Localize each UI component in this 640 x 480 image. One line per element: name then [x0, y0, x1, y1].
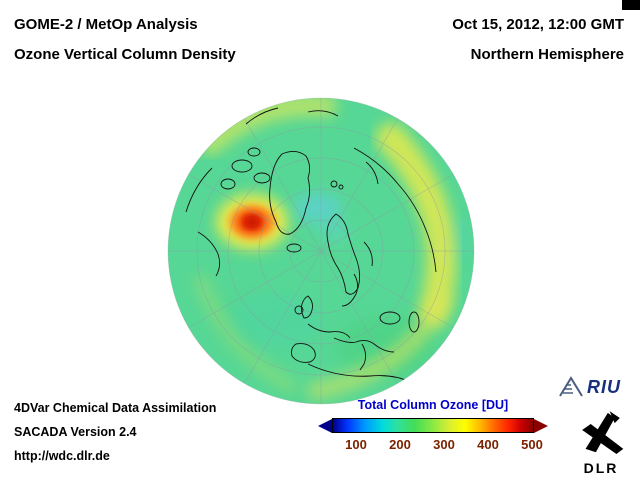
credit-line3: http://wdc.dlr.de — [14, 449, 110, 463]
riu-logo-text: RIU — [587, 376, 621, 397]
tick-label-400: 400 — [477, 437, 499, 452]
credit-line1: 4DVar Chemical Data Assimilation — [14, 401, 217, 415]
dlr-logo-icon — [582, 411, 624, 454]
riu-logo: RIU — [558, 376, 621, 398]
graticule — [168, 98, 474, 404]
dlr-logo-text: DLR — [583, 460, 619, 476]
region-text: Northern Hemisphere — [470, 46, 624, 63]
header-left: GOME-2 / MetOp Analysis Ozone Vertical C… — [14, 10, 236, 70]
tick-label-500: 500 — [521, 437, 543, 452]
dlr-logo: DLR — [570, 406, 632, 476]
footer-credits: 4DVar Chemical Data Assimilation SACADA … — [14, 396, 216, 468]
colorbar-title: Total Column Ozone [DU] — [357, 398, 509, 412]
tick-label-300: 300 — [433, 437, 455, 452]
riu-logo-icon — [559, 376, 583, 397]
title-line1: GOME-2 / MetOp Analysis — [14, 16, 198, 33]
colorbar-gradient — [318, 418, 548, 433]
tick-label-200: 200 — [389, 437, 411, 452]
coastlines — [185, 107, 437, 383]
colorbar: Total Column Ozone [DU] 100 200 300 400 … — [318, 398, 548, 455]
ozone-map-globe — [167, 97, 475, 405]
colorbar-left-arrow-icon — [318, 418, 332, 433]
colorbar-gradient-bar — [332, 418, 534, 433]
colorbar-right-arrow-icon — [534, 418, 548, 433]
header-right: Oct 15, 2012, 12:00 GMT Northern Hemisph… — [452, 10, 624, 70]
corner-black-mark — [622, 0, 640, 10]
globe-outline — [167, 97, 475, 405]
date-text: Oct 15, 2012, 12:00 GMT — [452, 16, 624, 33]
colorbar-tick-labels: 100 200 300 400 500 — [318, 437, 548, 455]
tick-label-100: 100 — [345, 437, 367, 452]
title-line2: Ozone Vertical Column Density — [14, 46, 236, 63]
credit-line2: SACADA Version 2.4 — [14, 425, 137, 439]
